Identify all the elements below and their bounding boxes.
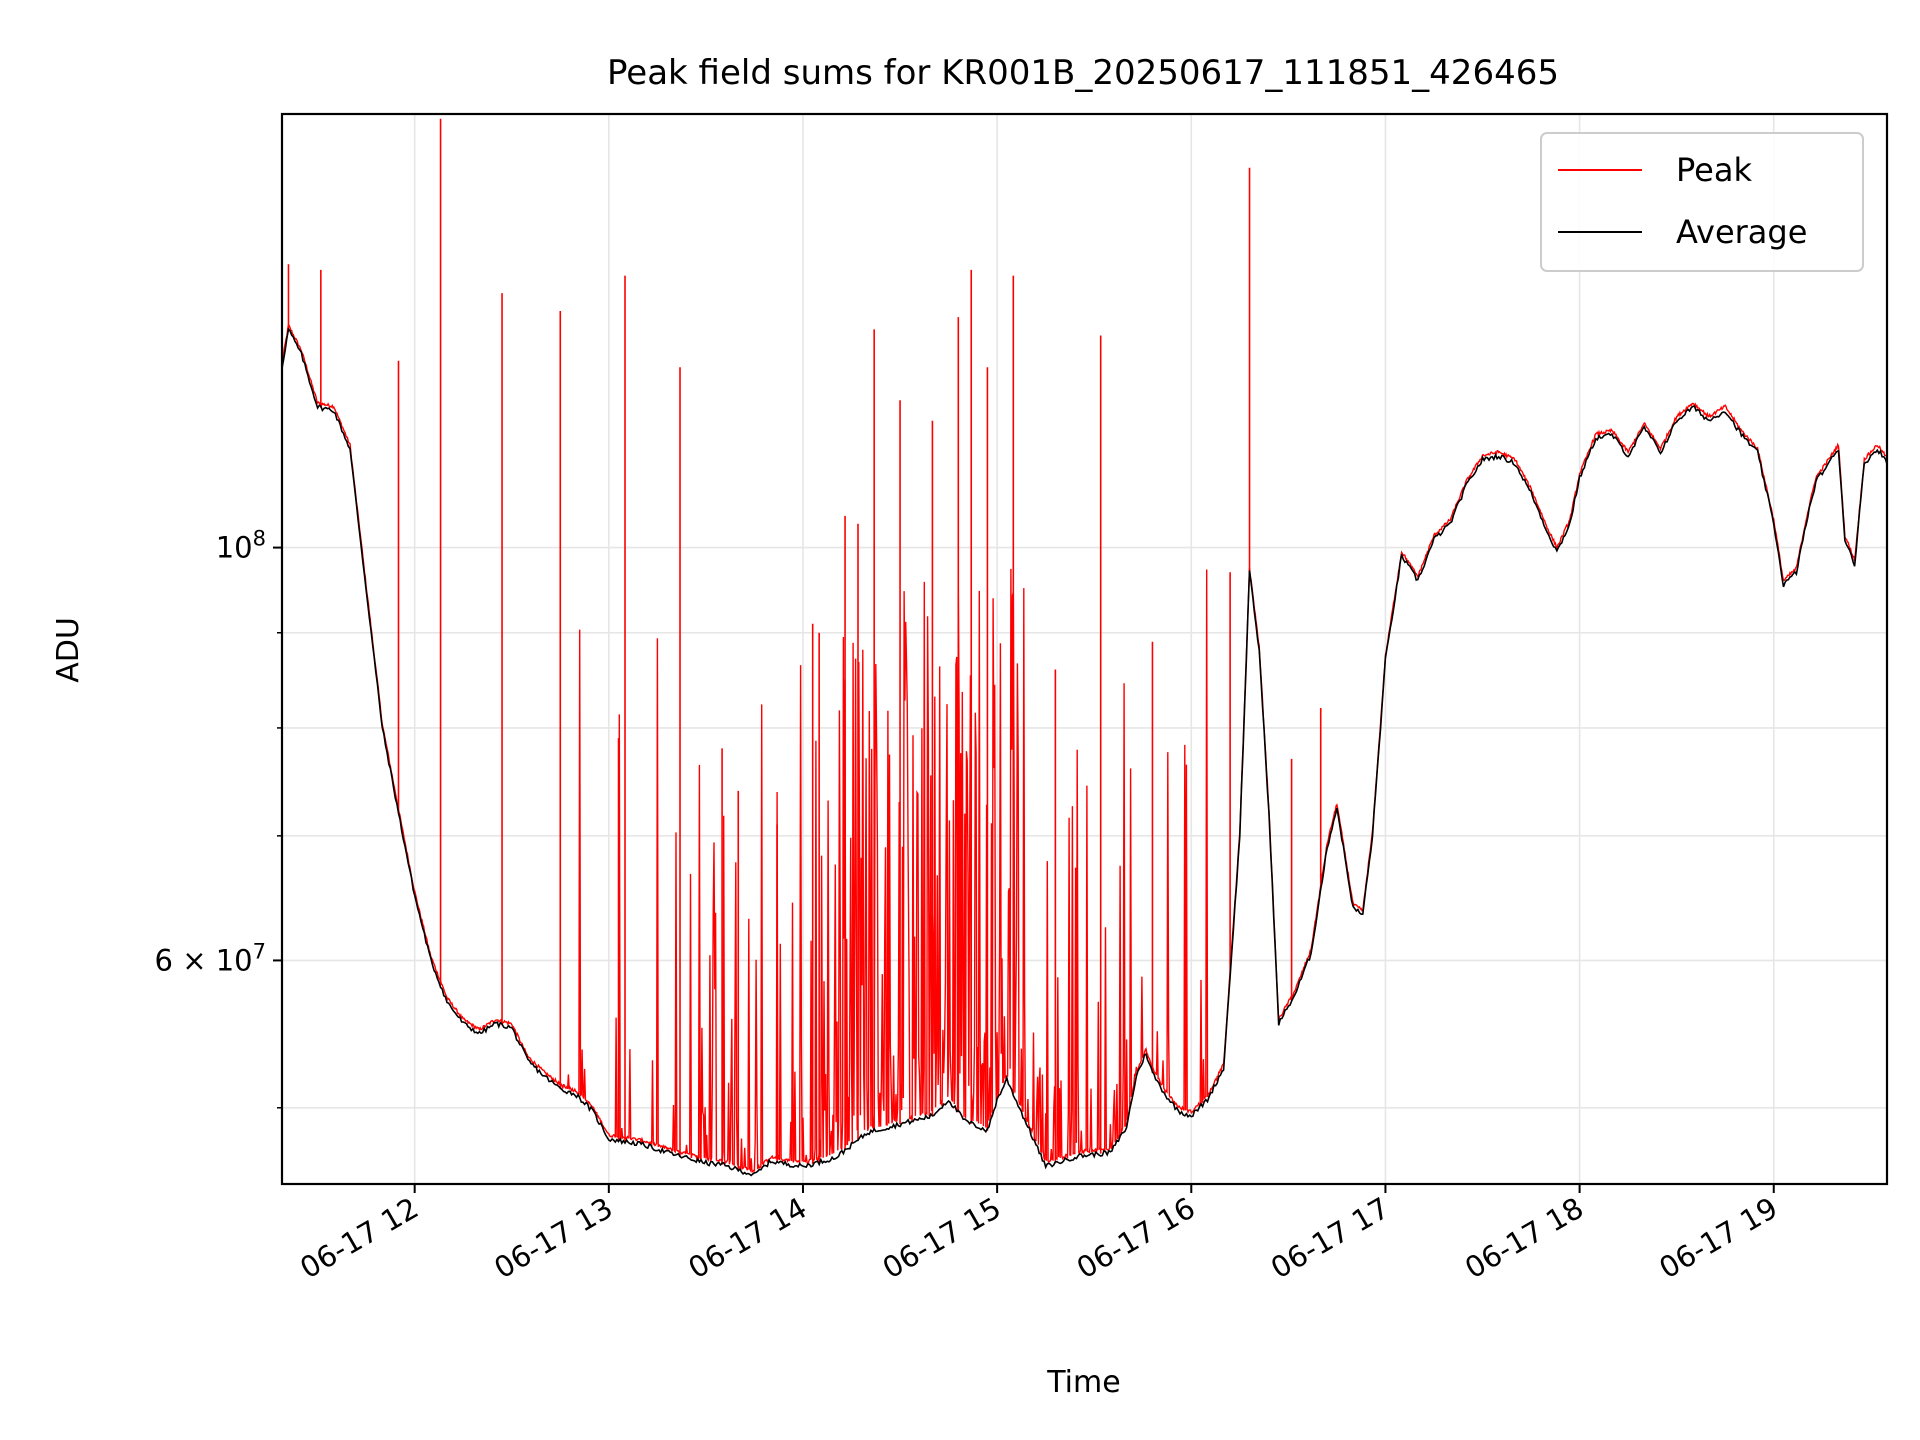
y-axis-label: ADU [51, 617, 86, 683]
legend-box [1540, 132, 1864, 272]
legend-label-average: Average [1676, 213, 1807, 251]
chart-title: Peak field sums for KR001B_20250617_1118… [607, 53, 1559, 93]
y-tick-label: 6 × 107 [155, 939, 266, 977]
x-axis-label: Time [1046, 1365, 1120, 1400]
legend: Peak Average [1540, 132, 1864, 272]
series-average-line [282, 327, 1887, 1177]
y-tick-label: 108 [216, 527, 266, 565]
series-peak-line [282, 322, 1887, 1173]
legend-label-peak: Peak [1676, 151, 1752, 189]
axes-frame [280, 112, 1889, 1186]
y-axis: 108 6 × 107 [155, 527, 282, 1109]
grid [282, 114, 1887, 1184]
plot-area [282, 118, 1887, 1177]
